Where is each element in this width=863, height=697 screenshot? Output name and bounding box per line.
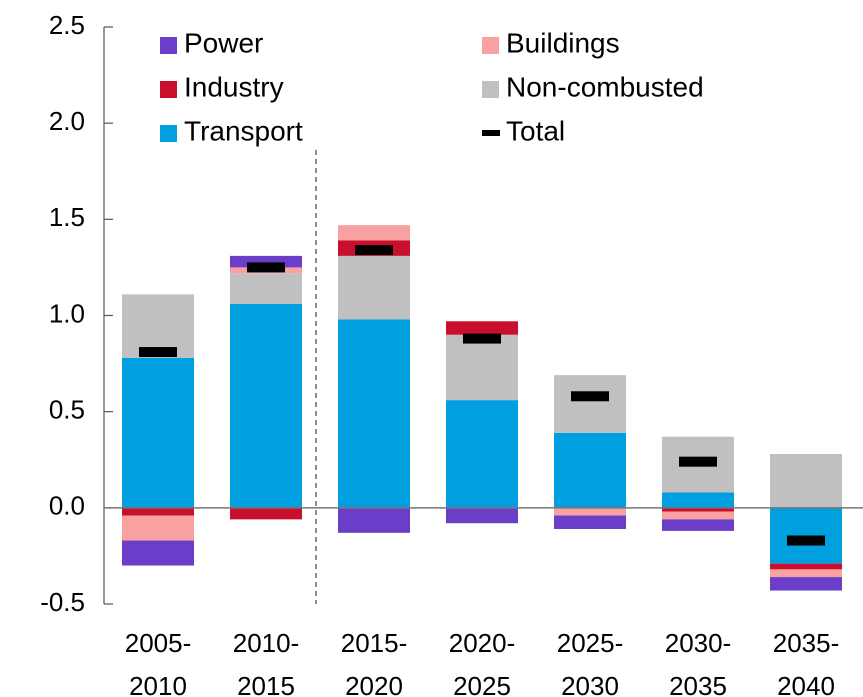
- bar-segment: [338, 225, 410, 241]
- x-tick-label: 2010-2015: [233, 628, 300, 697]
- bar-segment: [770, 563, 842, 570]
- legend-swatch: [482, 81, 499, 98]
- bar-segment: [122, 540, 194, 566]
- y-tick-label: -0.5: [40, 587, 85, 617]
- bar-segment: [770, 453, 842, 508]
- total-marker: [571, 391, 609, 402]
- x-tick-label: 2015-2020: [341, 628, 408, 697]
- bar-segment: [770, 569, 842, 578]
- y-tick-label: 1.5: [49, 202, 85, 232]
- total-marker: [679, 456, 717, 467]
- bar-segment: [230, 273, 302, 304]
- bar-segment: [662, 492, 734, 508]
- bar-segment: [446, 400, 518, 508]
- legend-swatch: [482, 37, 499, 54]
- legend-label: Industry: [184, 71, 284, 102]
- bar-segment: [338, 319, 410, 508]
- total-marker: [463, 333, 501, 344]
- bar-segment: [122, 357, 194, 508]
- legend-swatch: [482, 130, 500, 136]
- legend-label: Buildings: [506, 27, 620, 58]
- y-tick-label: 2.0: [49, 106, 85, 136]
- bar-segment: [554, 507, 626, 516]
- bar-segment: [446, 507, 518, 524]
- bar-segment: [554, 432, 626, 508]
- bar-segment: [122, 507, 194, 516]
- bar-segment: [446, 334, 518, 401]
- x-tick-label: 2030-2035: [665, 628, 732, 697]
- bar-segment: [230, 255, 302, 268]
- total-marker: [787, 535, 825, 546]
- legend-label: Transport: [184, 115, 303, 146]
- x-tick-label: 2025-2030: [557, 628, 624, 697]
- legend-swatch: [160, 81, 177, 98]
- y-tick-label: 0.5: [49, 395, 85, 425]
- y-tick-label: 0.0: [49, 491, 85, 521]
- bar-segment: [230, 303, 302, 508]
- legend-label: Total: [506, 115, 565, 146]
- total-marker: [355, 245, 393, 256]
- total-marker: [247, 262, 285, 273]
- bar-segment: [662, 511, 734, 520]
- bar-segment: [338, 255, 410, 320]
- legend-label: Non-combusted: [506, 71, 704, 102]
- bar-segment: [554, 375, 626, 433]
- bar-segment: [122, 515, 194, 541]
- bar-segment: [770, 577, 842, 591]
- x-tick-label: 2035-2040: [773, 628, 840, 697]
- legend-swatch: [160, 125, 177, 142]
- bar-segment: [662, 507, 734, 512]
- bar-segment: [662, 519, 734, 531]
- bar-segment: [446, 321, 518, 335]
- bar-segment: [338, 507, 410, 533]
- bar-segment: [554, 515, 626, 529]
- total-marker: [139, 347, 177, 358]
- y-tick-label: 2.5: [49, 10, 85, 40]
- legend-label: Power: [184, 27, 263, 58]
- legend-swatch: [160, 37, 177, 54]
- x-tick-label: 2005-2010: [125, 628, 192, 697]
- bar-segment: [230, 507, 302, 520]
- y-tick-label: 1.0: [49, 298, 85, 328]
- x-tick-label: 2020-2025: [449, 628, 516, 697]
